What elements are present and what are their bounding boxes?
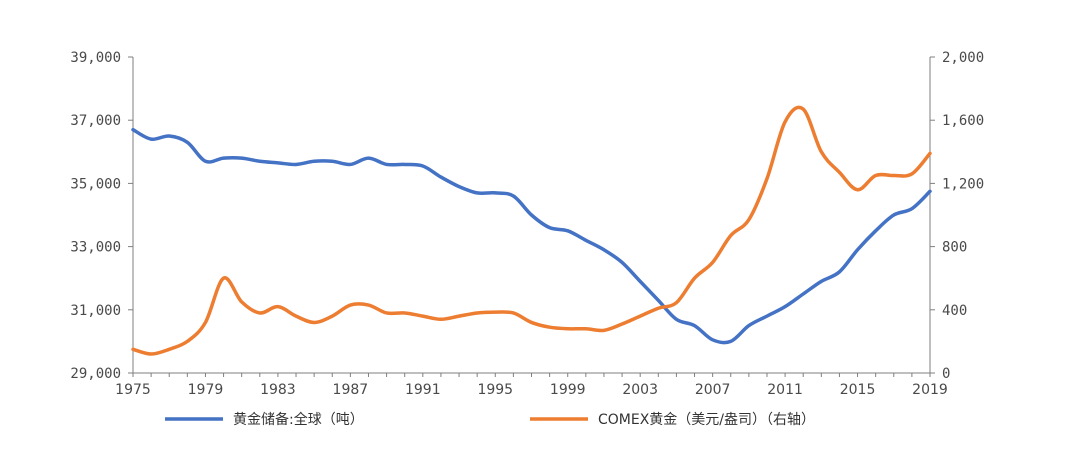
x-tick-label: 1983 xyxy=(260,382,296,398)
x-tick-label: 1999 xyxy=(550,382,586,398)
y-left-tick-label: 39,000 xyxy=(70,50,121,66)
x-tick-label: 2011 xyxy=(767,382,803,398)
y-right-tick-label: 800 xyxy=(942,240,967,256)
x-tick-label: 2019 xyxy=(912,382,948,398)
y-right-tick-label: 2,000 xyxy=(942,50,984,66)
legend-item-comex-gold: COMEX黄金（美元/盎司）（右轴） xyxy=(530,411,815,428)
y-right-tick-label: 1,600 xyxy=(942,113,984,129)
y-right-tick-label: 0 xyxy=(942,366,950,382)
series-layer xyxy=(131,105,932,356)
y-left-tick-label: 37,000 xyxy=(70,113,121,129)
legend-label: COMEX黄金（美元/盎司）（右轴） xyxy=(598,411,815,428)
x-tick-label: 1995 xyxy=(477,382,513,398)
y-left-tick-label: 29,000 xyxy=(70,366,121,382)
x-tick-label: 2015 xyxy=(840,382,876,398)
x-tick-label: 1987 xyxy=(333,382,369,398)
series-line-gold-reserves xyxy=(131,127,932,345)
series-line-comex-gold xyxy=(131,105,932,356)
x-tick-label: 2007 xyxy=(695,382,731,398)
y-right-tick-label: 400 xyxy=(942,303,967,319)
legend-item-gold-reserves: 黄金储备:全球（吨） xyxy=(165,411,364,428)
x-tick-label: 1979 xyxy=(188,382,224,398)
x-tick-label: 1991 xyxy=(405,382,441,398)
x-tick-label: 1975 xyxy=(115,382,151,398)
legend-label: 黄金储备:全球（吨） xyxy=(233,411,364,428)
y-left-tick-label: 33,000 xyxy=(70,240,121,256)
y-left-tick-label: 31,000 xyxy=(70,303,121,319)
y-right-tick-label: 1,200 xyxy=(942,176,984,192)
axes-layer: 29,000 31,000 33,000 35,000 37,000 39,000 0 400… xyxy=(70,50,984,398)
legend-layer: 黄金储备:全球（吨） COMEX黄金（美元/盎司）（右轴） xyxy=(165,411,815,428)
x-tick-label: 2003 xyxy=(622,382,658,398)
y-left-tick-label: 35,000 xyxy=(70,176,121,192)
